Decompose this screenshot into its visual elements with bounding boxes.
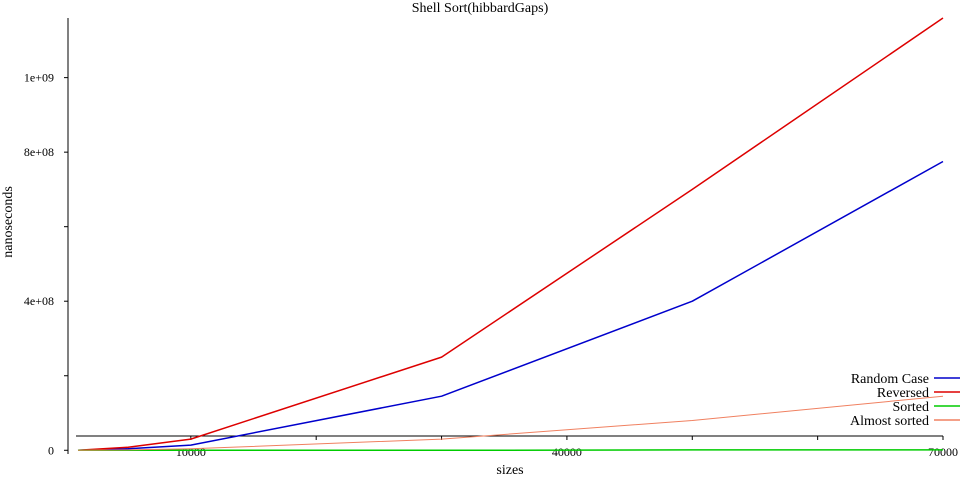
y-tick-label: 4e+08 — [24, 294, 54, 308]
y-tick-label: 0 — [48, 443, 54, 457]
x-axis-label: sizes — [496, 463, 523, 478]
x-tick-label: 40000 — [552, 445, 582, 459]
legend-label-random-case: Random Case — [851, 372, 929, 387]
x-ticks: 10000 40000 70000 — [176, 436, 958, 459]
legend-label-almost-sorted: Almost sorted — [850, 414, 929, 429]
y-tick-label: 8e+08 — [24, 145, 54, 159]
x-tick-label: 70000 — [928, 445, 958, 459]
x-tick-label: 10000 — [176, 445, 206, 459]
legend-label-sorted: Sorted — [892, 400, 929, 415]
y-tick-label: 1e+09 — [24, 71, 54, 85]
series-lines — [77, 17, 944, 452]
series-line-almost-sorted — [77, 395, 944, 451]
y-ticks: 0 4e+08 8e+08 1e+09 — [24, 71, 68, 457]
chart-title: Shell Sort(hibbardGaps) — [412, 1, 549, 16]
legend-label-reversed: Reversed — [877, 386, 929, 401]
y-axis-label: nanoseconds — [1, 186, 16, 258]
series-line-reversed — [77, 17, 944, 452]
series-line-random-case — [77, 160, 944, 452]
